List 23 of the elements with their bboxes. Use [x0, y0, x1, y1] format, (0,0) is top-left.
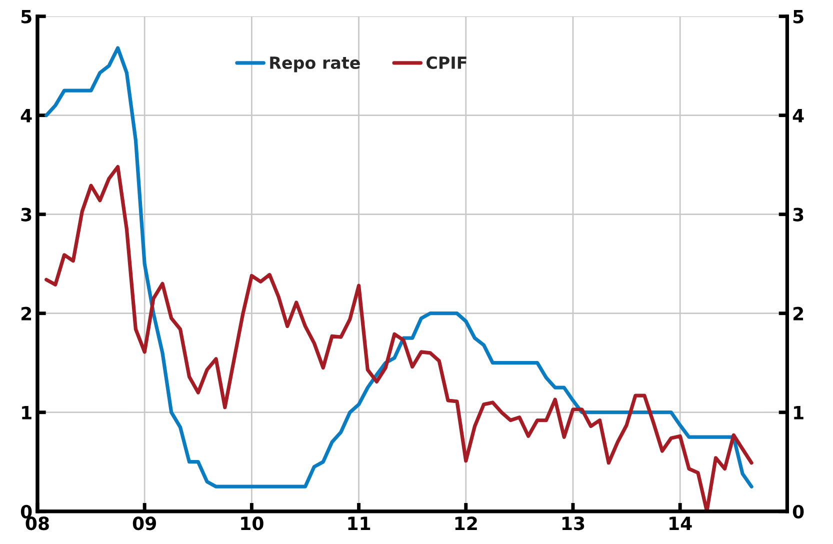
y-tick-label: 1 — [22, 406, 32, 420]
y2-tick-label: 4 — [792, 109, 804, 122]
y-tick-label: 3 — [21, 208, 32, 222]
x-tick-label: 13 — [562, 516, 584, 530]
y-tick-label: 4 — [20, 109, 32, 122]
y2-tick-label: 3 — [793, 208, 804, 222]
x-tick-label: 14 — [670, 516, 692, 530]
line-series — [44, 46, 754, 488]
y-tick-label: 5 — [21, 10, 32, 24]
x-tick-label: 09 — [132, 516, 156, 530]
y-tick-label: 2 — [21, 306, 32, 320]
legend-label: CPIF — [426, 56, 466, 69]
x-tick-label: 11 — [348, 516, 370, 530]
y2-tick-label: 2 — [793, 306, 804, 320]
y2-tick-label: 0 — [792, 504, 804, 518]
legend-label: Repo rate — [270, 56, 360, 72]
y2-tick-label: 5 — [793, 10, 804, 24]
x-tick-label: 10 — [241, 516, 264, 530]
y-tick-label: 0 — [20, 504, 32, 518]
line-series — [44, 165, 754, 512]
y2-tick-label: 1 — [794, 406, 804, 420]
x-tick-label: 12 — [455, 516, 477, 530]
x-tick-label: 08 — [26, 516, 49, 530]
